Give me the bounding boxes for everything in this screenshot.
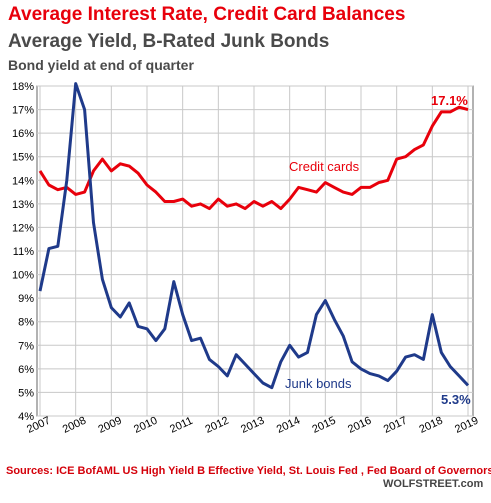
- chart-subtitle: Average Yield, B-Rated Junk Bonds: [8, 31, 330, 52]
- x-tick-label: 2017: [382, 415, 409, 436]
- y-tick-label: 13%: [12, 199, 34, 211]
- y-tick-label: 14%: [12, 175, 34, 187]
- series-label-junk-bonds: Junk bonds: [285, 376, 352, 391]
- x-tick-label: 2010: [132, 415, 159, 436]
- x-tick-label: 2015: [310, 415, 337, 436]
- y-tick-label: 17%: [12, 105, 34, 117]
- x-tick-label: 2008: [61, 415, 88, 436]
- x-tick-labels: 2007 2008 2009 2010 2011 2012 2013 2014 2015 2016…: [25, 415, 480, 436]
- series-line-junk-bonds: [38, 82, 470, 390]
- series-label-credit-cards: Credit cards: [289, 159, 360, 174]
- y-tick-label: 15%: [12, 152, 34, 164]
- y-tick-label: 10%: [12, 270, 34, 282]
- x-tick-label: 2018: [417, 415, 444, 436]
- x-tick-label: 2009: [96, 415, 123, 436]
- x-tick-label: 2012: [203, 415, 230, 436]
- y-tick-label: 8%: [18, 317, 34, 329]
- y-tick-label: 18%: [12, 81, 34, 93]
- x-tick-label: 2019: [453, 415, 480, 436]
- y-tick-label: 9%: [18, 293, 34, 305]
- x-tick-label: 2011: [168, 415, 195, 436]
- series-line-credit-cards: [38, 105, 469, 211]
- y-tick-label: 6%: [18, 364, 34, 376]
- y-tick-label: 4%: [18, 411, 34, 423]
- y-tick-label: 7%: [18, 340, 34, 352]
- y-tick-label: 16%: [12, 128, 34, 140]
- series-lines: [38, 82, 470, 390]
- x-tick-label: 2016: [346, 415, 373, 436]
- gridlines: [37, 85, 473, 417]
- y-tick-label: 12%: [12, 222, 34, 234]
- y-tick-labels: 4% 5% 6% 7% 8% 9% 10% 11% 12% 13% 14% 15% 16% 17% 18%: [12, 81, 34, 423]
- y-tick-label: 5%: [18, 387, 34, 399]
- y-tick-label: 11%: [13, 246, 34, 258]
- chart-title: Average Interest Rate, Credit Card Balan…: [8, 4, 406, 25]
- y-axis-label: Bond yield at end of quarter: [8, 57, 194, 73]
- end-label-credit-cards: 17.1%: [431, 93, 468, 108]
- x-tick-label: 2014: [275, 415, 302, 436]
- watermark: WOLFSTREET.com: [383, 478, 484, 490]
- end-label-junk-bonds: 5.3%: [441, 392, 471, 407]
- source-note: Sources: ICE BofAML US High Yield B Effe…: [6, 465, 491, 477]
- x-tick-label: 2013: [239, 415, 266, 436]
